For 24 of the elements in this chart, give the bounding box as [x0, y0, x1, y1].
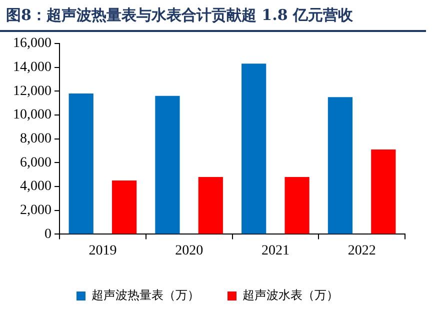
y-tick-label: 14,000	[13, 60, 52, 75]
legend-label: 超声波水表（万）	[242, 288, 338, 302]
chart-title: 图8：超声波热量表与水表合计贡献超 1.8 亿元营收	[0, 0, 426, 32]
y-tick-label: 12,000	[13, 84, 52, 99]
x-tick-label: 2020	[175, 243, 204, 258]
bar	[112, 180, 137, 234]
bar	[155, 96, 180, 234]
bar	[198, 176, 223, 234]
y-tick-label: 10,000	[13, 108, 52, 123]
bar	[328, 97, 353, 234]
bar	[284, 176, 310, 234]
x-tick-label: 2019	[88, 243, 117, 258]
legend-label: 超声波热量表（万）	[92, 288, 200, 302]
bar	[242, 64, 266, 234]
x-tick-label: 2021	[261, 243, 290, 258]
y-tick-label: 8,000	[20, 131, 52, 146]
bar	[68, 93, 94, 234]
bar	[371, 150, 396, 234]
y-tick-label: 2,000	[20, 203, 52, 218]
y-tick-label: 6,000	[20, 155, 52, 170]
x-tick-label: 2022	[348, 243, 376, 258]
y-tick-label: 16,000	[13, 36, 52, 52]
y-tick-label: 4,000	[20, 179, 52, 194]
y-tick-label: 0	[44, 226, 52, 242]
